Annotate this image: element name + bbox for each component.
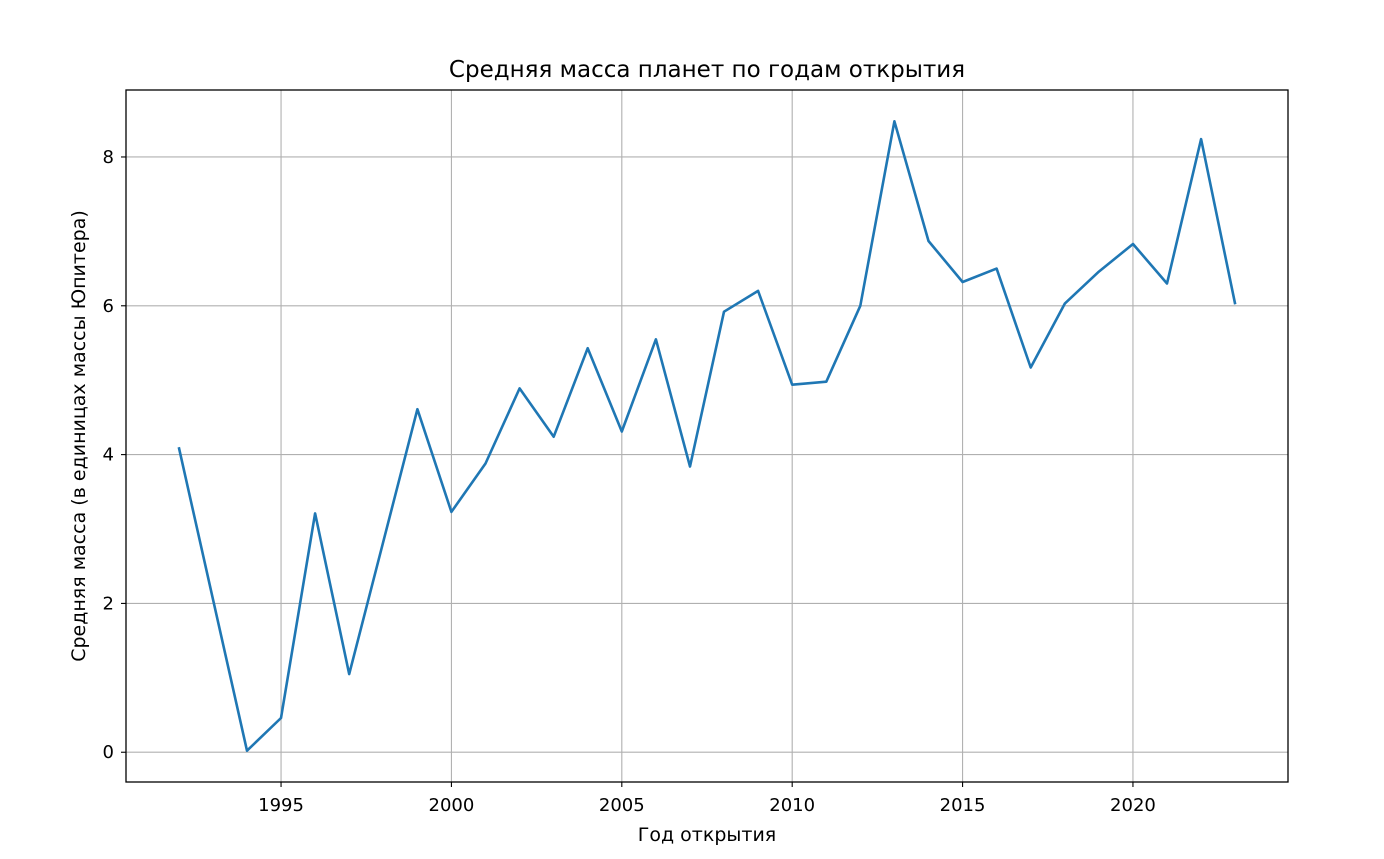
x-tick-label: 2020: [1110, 795, 1156, 816]
series-layer: [177, 120, 1237, 753]
x-tick-label: 2010: [769, 795, 815, 816]
y-axis-ticks: 0 2 4 6 8: [103, 147, 126, 763]
series-line: [177, 120, 1237, 753]
plot-frame: [125, 89, 1289, 783]
x-tick-label: 1995: [258, 795, 304, 816]
grid-lines: [126, 90, 1288, 782]
y-tick-label: 0: [103, 742, 114, 763]
x-tick-label: 2005: [599, 795, 645, 816]
y-tick-label: 8: [103, 147, 114, 168]
y-tick-label: 2: [103, 593, 114, 614]
x-tick-label: 2015: [940, 795, 986, 816]
x-tick-label: 2000: [429, 795, 475, 816]
chart-title: Средняя масса планет по годам открытия: [449, 57, 965, 83]
y-axis-label: Средняя масса (в единицах массы Юпитера): [68, 210, 90, 662]
y-tick-label: 6: [103, 296, 114, 317]
x-axis-ticks: 1995 2000 2005 2010 2015 2020: [258, 782, 1156, 816]
y-tick-label: 4: [103, 445, 114, 466]
x-axis-label: Год открытия: [638, 824, 776, 846]
